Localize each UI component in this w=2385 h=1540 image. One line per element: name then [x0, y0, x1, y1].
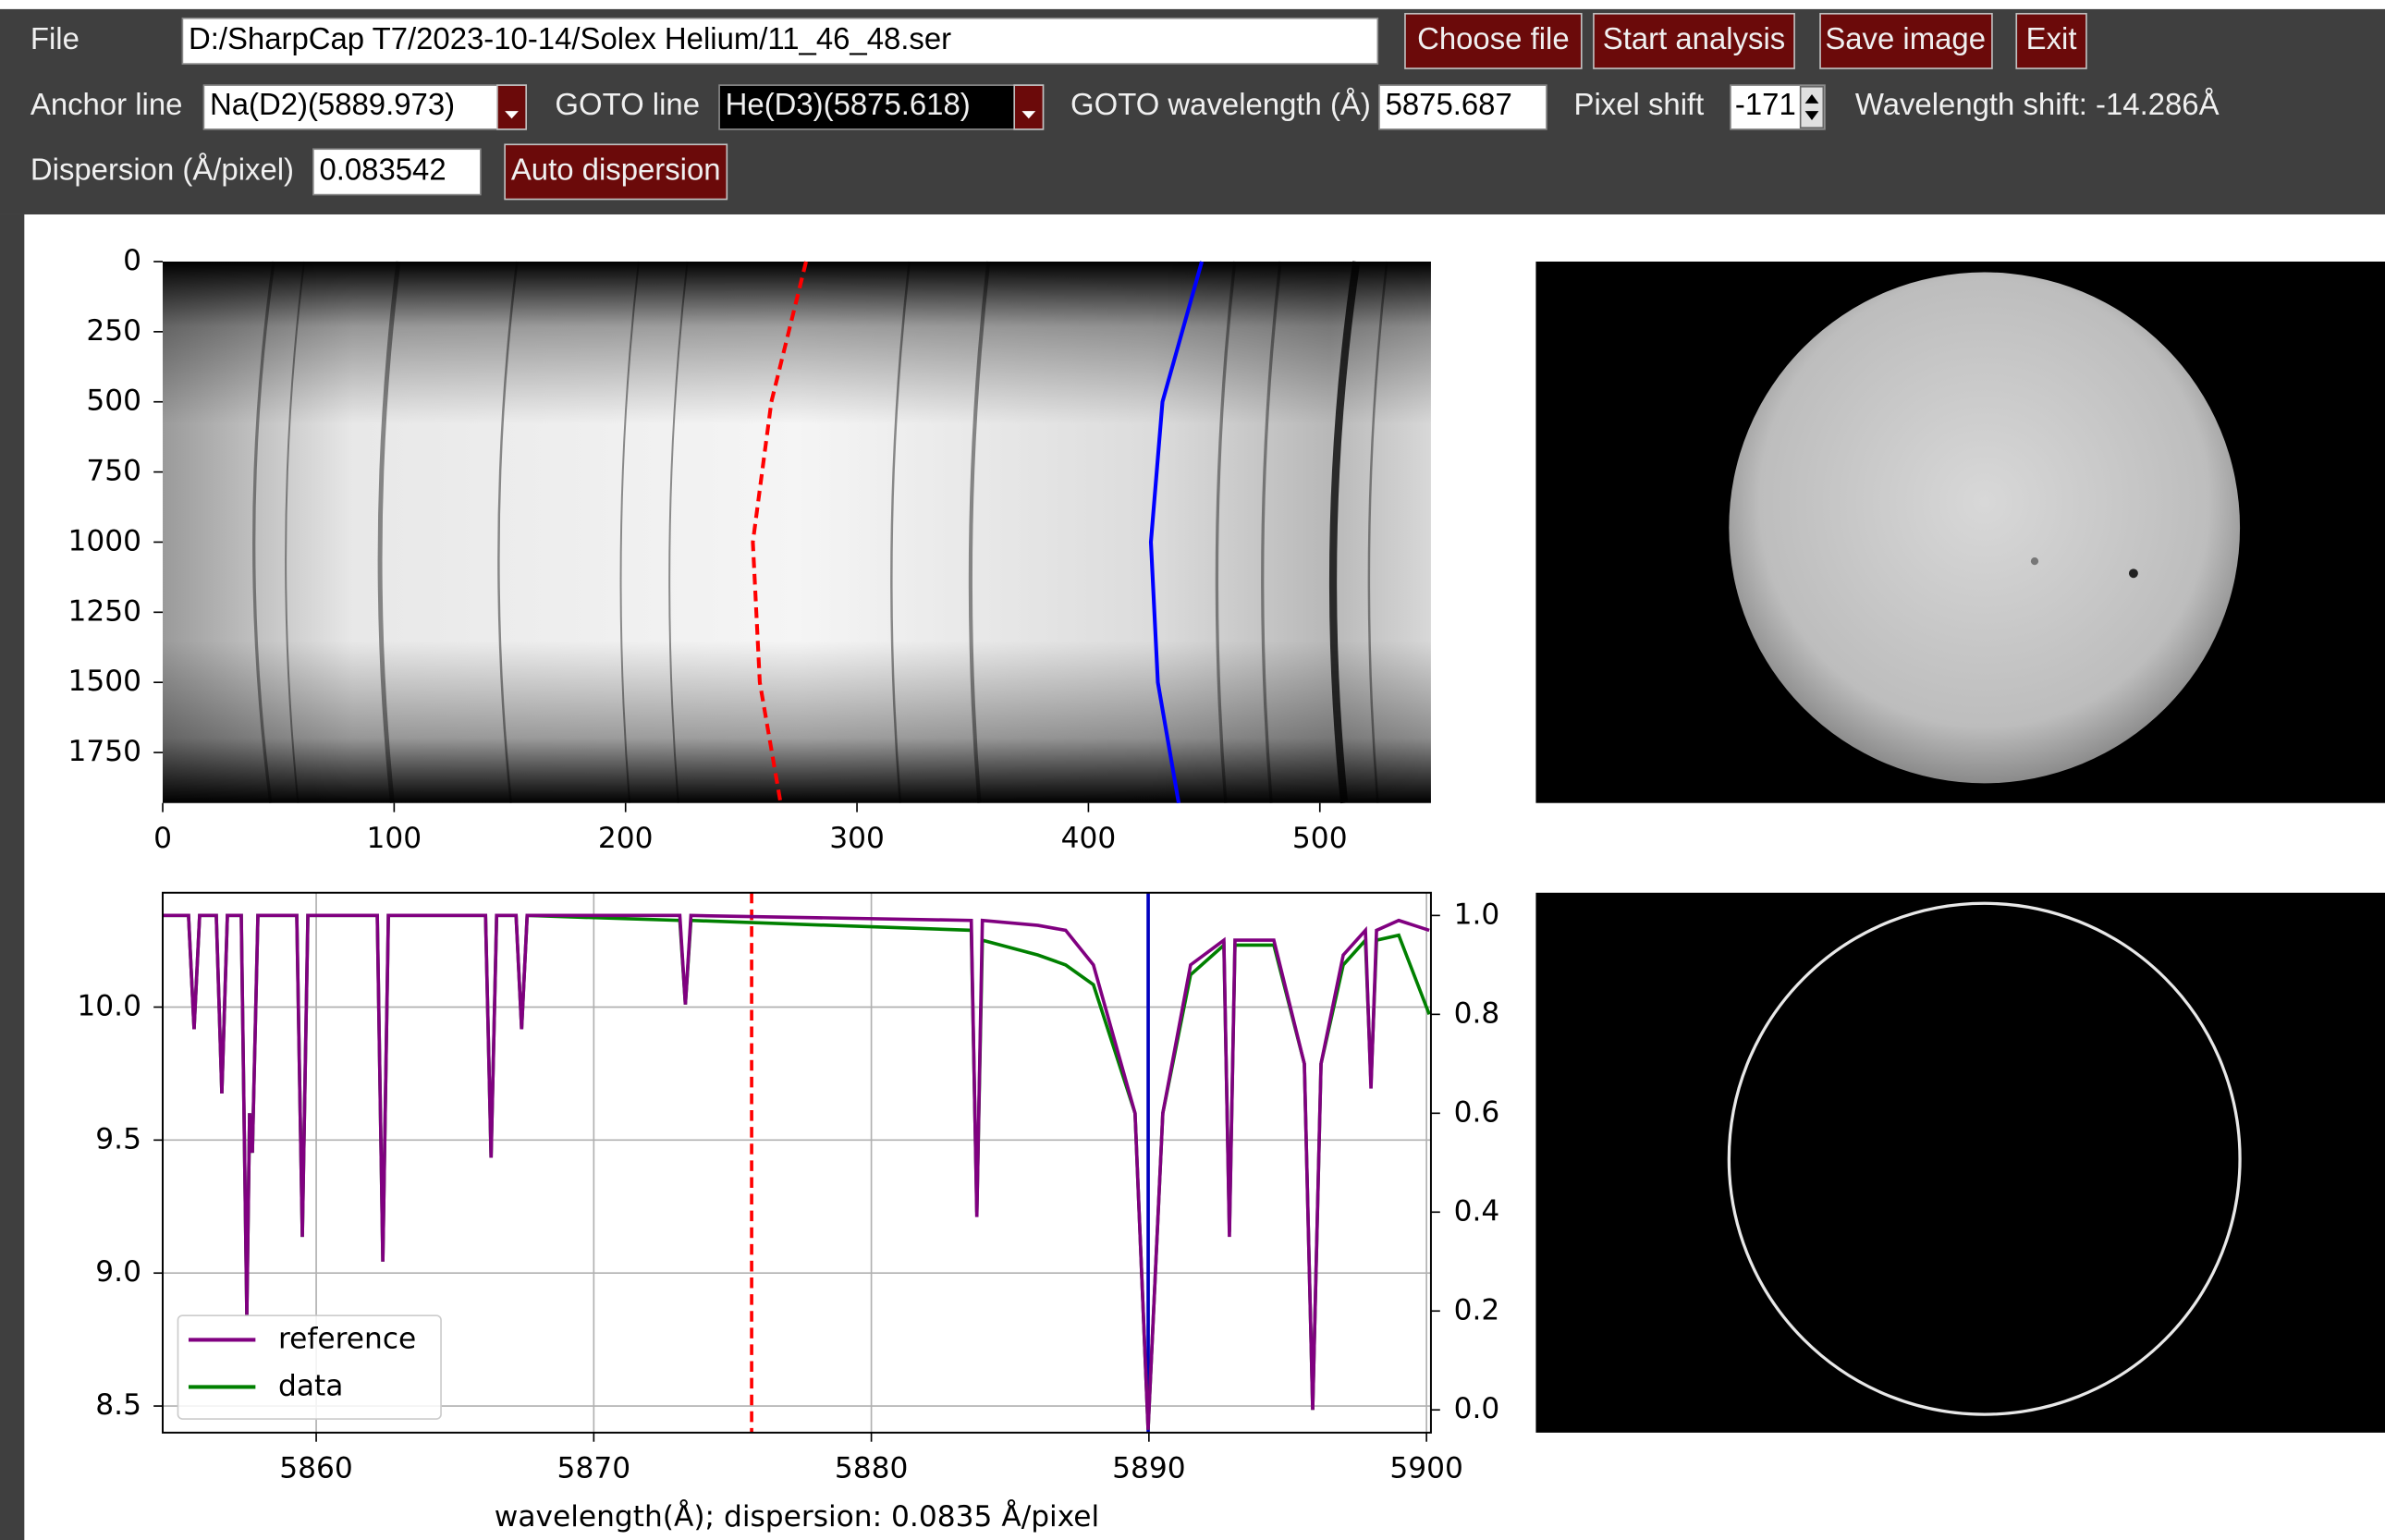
status-text: Wavelength shift: -14.286Å [1855, 87, 2220, 121]
frame-edge [0, 214, 24, 1540]
y2-tick-label: 1.0 [1454, 898, 1500, 931]
y-tick-label: 1500 [67, 665, 141, 698]
y-tick-label: 750 [86, 455, 141, 488]
dropdown-button[interactable] [1014, 85, 1043, 129]
y-tick-label: 9.0 [95, 1255, 141, 1289]
x-tick-label: 5880 [835, 1451, 909, 1485]
x-axis-title: wavelength(Å); dispersion: 0.0835 Å/pixe… [495, 1498, 1099, 1534]
spin-buttons[interactable] [1801, 87, 1824, 128]
label: Dispersion (Å/pixel) [31, 153, 294, 187]
button-label: Auto dispersion [511, 153, 721, 187]
solar-disk-image [1535, 262, 2385, 803]
y2-tick-label: 0.8 [1454, 996, 1500, 1030]
x-tick-label: 0 [153, 822, 172, 855]
x-tick-label: 100 [367, 822, 422, 855]
input-text: 5875.687 [1386, 87, 1512, 121]
x-tick-label: 500 [1292, 822, 1348, 855]
dropdown-button[interactable] [497, 85, 526, 129]
select-text: Na(D2)(5889.973) [210, 87, 455, 121]
button-label: Start analysis [1603, 21, 1785, 55]
y-tick-label: 1250 [67, 594, 141, 628]
x-tick-label: 5900 [1389, 1451, 1463, 1485]
label: File [31, 21, 80, 55]
y-tick-label: 500 [86, 385, 141, 418]
y-tick-label: 8.5 [95, 1388, 141, 1422]
select-text: He(D3)(5875.618) [726, 87, 971, 121]
helium-ring-image [1535, 893, 2385, 1433]
input-text: D:/SharpCap T7/2023-10-14/Solex Helium/1… [189, 21, 951, 55]
label: Anchor line [31, 87, 183, 121]
x-tick-label: 400 [1061, 822, 1117, 855]
button-label: Exit [2026, 21, 2077, 55]
y2-tick-label: 0.4 [1454, 1194, 1500, 1228]
button-label: Choose file [1417, 21, 1570, 55]
input-text: -171 [1735, 87, 1796, 121]
legend-label: data [278, 1369, 343, 1402]
label: Pixel shift [1574, 87, 1705, 121]
x-tick-label: 300 [829, 822, 885, 855]
y2-tick-label: 0.0 [1454, 1392, 1500, 1425]
y-tick-label: 0 [123, 244, 141, 277]
spectrum-image [163, 262, 1431, 803]
x-tick-label: 5890 [1112, 1451, 1186, 1485]
y-tick-label: 250 [86, 314, 141, 348]
page: File D:/SharpCap T7/2023-10-14/Solex Hel… [0, 0, 2385, 1540]
x-tick-label: 5870 [557, 1451, 631, 1485]
x-tick-label: 5860 [279, 1451, 353, 1485]
button-label: Save image [1825, 21, 1986, 55]
input-text: 0.083542 [319, 153, 446, 187]
y-tick-label: 10.0 [77, 989, 141, 1022]
y2-tick-label: 0.6 [1454, 1095, 1500, 1129]
y-tick-label: 1000 [67, 524, 141, 557]
y-tick-label: 9.5 [95, 1122, 141, 1155]
y2-tick-label: 0.2 [1454, 1293, 1500, 1326]
legend-label: reference [278, 1322, 416, 1355]
label: GOTO line [555, 87, 700, 121]
label: GOTO wavelength (Å) [1070, 87, 1371, 121]
y-tick-label: 1750 [67, 735, 141, 768]
x-tick-label: 200 [598, 822, 654, 855]
app-window: File D:/SharpCap T7/2023-10-14/Solex Hel… [0, 0, 2385, 1540]
